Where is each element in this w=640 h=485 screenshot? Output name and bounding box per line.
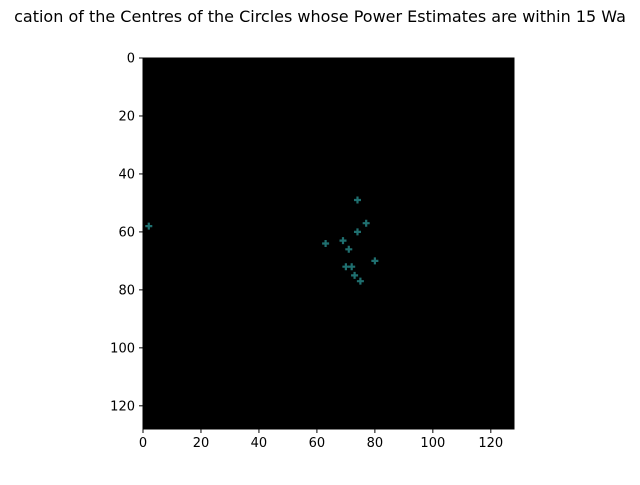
data-point-5 <box>339 237 347 245</box>
y-tick-label: 80 <box>118 283 135 298</box>
y-tick-label: 120 <box>110 399 135 414</box>
data-point-1 <box>353 196 361 204</box>
x-tick-label: 0 <box>139 436 147 451</box>
x-axis: 0 20 40 60 80 100 120 <box>139 429 503 451</box>
plot-frame <box>142 57 515 430</box>
y-tick-label: 20 <box>118 109 135 124</box>
x-tick-label: 100 <box>420 436 445 451</box>
y-tick-label: 0 <box>127 52 135 67</box>
x-tick-label: 20 <box>193 436 210 451</box>
x-tick-label: 120 <box>478 436 503 451</box>
data-points <box>145 196 379 285</box>
data-point-7 <box>371 257 379 265</box>
data-point-4 <box>322 240 330 247</box>
data-point-0 <box>145 222 153 230</box>
y-tick-label: 60 <box>118 225 135 240</box>
chart-title: cation of the Centres of the Circles who… <box>14 7 626 26</box>
data-point-3 <box>353 228 361 236</box>
data-point-11 <box>356 277 364 285</box>
data-point-2 <box>362 219 370 227</box>
data-point-10 <box>351 271 359 279</box>
x-tick-label: 60 <box>309 436 326 451</box>
y-axis: 0 20 40 60 80 100 120 <box>110 52 143 414</box>
data-point-6 <box>345 245 353 253</box>
data-point-9 <box>348 263 356 271</box>
y-tick-label: 100 <box>110 341 135 356</box>
x-tick-label: 80 <box>367 436 384 451</box>
x-tick-label: 40 <box>251 436 268 451</box>
y-tick-label: 40 <box>118 167 135 182</box>
